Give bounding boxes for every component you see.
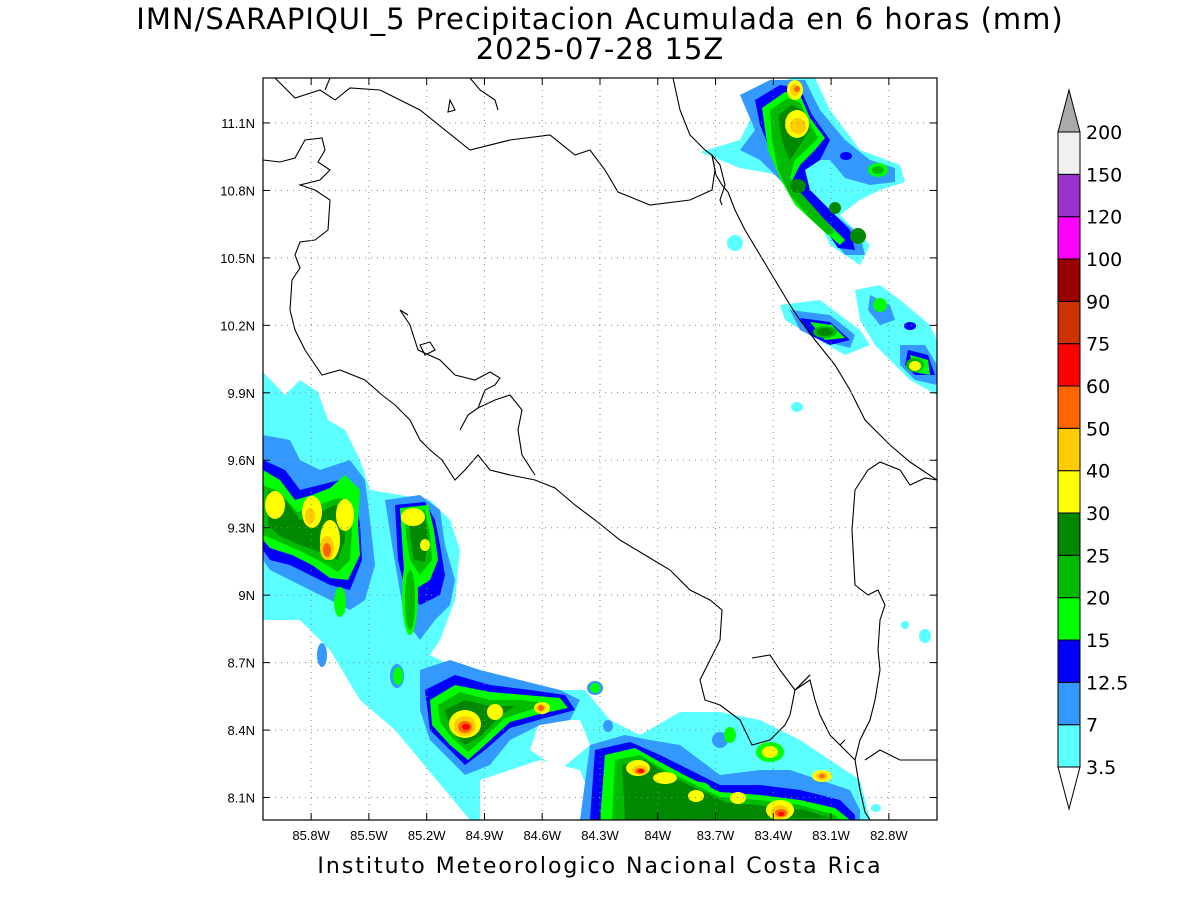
map-valid-time: 2025-07-28 15Z	[475, 32, 725, 66]
lon-tick-label: 82.8W	[870, 828, 908, 843]
colorbar-label: 120	[1086, 207, 1122, 229]
colorbar-swatch	[1057, 470, 1081, 514]
colorbar-label: 3.5	[1086, 757, 1116, 779]
colorbar-label: 90	[1086, 291, 1110, 313]
lon-tick-label: 85.5W	[350, 828, 388, 843]
colorbar-label: 25	[1086, 545, 1110, 567]
colorbar-swatch	[1057, 258, 1081, 302]
lon-tick-label: 84.9W	[466, 828, 504, 843]
colorbar-swatch	[1057, 597, 1081, 641]
colorbar-label: 100	[1086, 249, 1122, 271]
lon-tick-label: 83.7W	[697, 828, 735, 843]
lat-tick-label: 9.6N	[228, 453, 255, 468]
colorbar-label: 20	[1086, 588, 1110, 610]
lat-tick-label: 11.1N	[221, 116, 255, 131]
lat-tick-label: 10.5N	[220, 251, 255, 266]
colorbar-swatch	[1057, 639, 1081, 683]
colorbar: 3.5 7 12.5 15 20 25 30 40 50 60 75 90 100 120 150 200	[1057, 88, 1128, 811]
lat-tick-label: 8.1N	[228, 791, 255, 806]
colorbar-label: 60	[1086, 376, 1110, 398]
coastline-borders	[263, 78, 937, 820]
lon-tick-label: 85.8W	[292, 828, 330, 843]
lat-tick-label: 9.3N	[228, 521, 255, 536]
colorbar-label: 7	[1086, 715, 1098, 737]
colorbar-swatch	[1057, 427, 1081, 472]
colorbar-swatch	[1057, 385, 1081, 429]
colorbar-label: 30	[1086, 503, 1110, 525]
colorbar-swatch	[1057, 554, 1081, 599]
colorbar-swatch	[1057, 343, 1081, 387]
colorbar-label: 15	[1086, 630, 1110, 652]
colorbar-swatch	[1057, 724, 1081, 768]
map-grid	[263, 78, 937, 820]
colorbar-swatch	[1057, 300, 1081, 345]
lon-tick-label: 83.1W	[812, 828, 850, 843]
colorbar-label: 200	[1086, 122, 1122, 144]
lat-tick-label: 8.4N	[228, 723, 255, 738]
precipitation-field	[263, 78, 937, 820]
lon-tick-label: 84.6W	[523, 828, 561, 843]
colorbar-label: 75	[1086, 334, 1110, 356]
lon-tick-label: 85.2W	[408, 828, 446, 843]
lat-tick-label: 10.2N	[220, 318, 255, 333]
colorbar-swatch	[1057, 681, 1081, 726]
colorbar-swatch	[1057, 173, 1081, 218]
colorbar-swatch	[1057, 216, 1081, 260]
lon-tick-label: 84.3W	[581, 828, 619, 843]
colorbar-label: 150	[1086, 164, 1122, 186]
colorbar-label: 12.5	[1086, 672, 1128, 694]
map-axes: 85.8W 85.5W 85.2W 84.9W 84.6W 84.3W 84W 83.7W 83…	[220, 78, 937, 843]
lat-tick-label: 9N	[238, 588, 255, 603]
colorbar-arrow-high	[1057, 88, 1081, 133]
colorbar-swatch	[1057, 131, 1081, 175]
map-title: IMN/SARAPIQUI_5 Precipitacion Acumulada …	[136, 2, 1064, 36]
lon-tick-label: 84W	[644, 828, 671, 843]
colorbar-swatch	[1057, 512, 1081, 556]
colorbar-arrow-low	[1057, 766, 1081, 811]
lat-tick-label: 10.8N	[220, 183, 255, 198]
credit-line: Instituto Meteorologico Nacional Costa R…	[317, 854, 883, 879]
lat-tick-label: 9.9N	[228, 386, 255, 401]
lon-tick-label: 83.4W	[755, 828, 793, 843]
colorbar-label: 40	[1086, 461, 1110, 483]
colorbar-label: 50	[1086, 418, 1110, 440]
lat-tick-label: 8.7N	[228, 656, 255, 671]
